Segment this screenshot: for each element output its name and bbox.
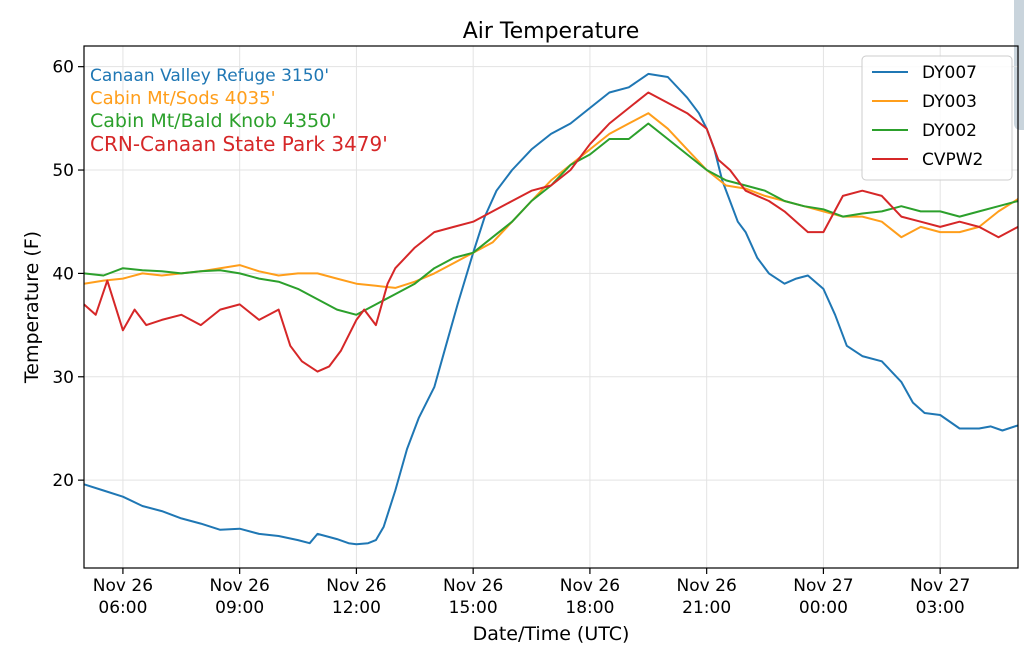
annotation-bald-knob: Cabin Mt/Bald Knob 4350' xyxy=(90,110,336,132)
x-tick-label-date-4: Nov 26 xyxy=(560,576,620,596)
x-tick-label-time-0: 06:00 xyxy=(98,598,147,618)
x-tick-label-date-7: Nov 27 xyxy=(910,576,970,596)
series-lines xyxy=(83,72,1019,546)
station-annotations: Canaan Valley Refuge 3150' Cabin Mt/Sods… xyxy=(90,66,388,156)
annotation-canaan-valley: Canaan Valley Refuge 3150' xyxy=(90,66,329,86)
legend-label-dy002: DY002 xyxy=(922,121,977,141)
x-tick-label-time-6: 00:00 xyxy=(799,598,848,618)
x-tick-label-time-5: 21:00 xyxy=(682,598,731,618)
y-tick-label-30: 30 xyxy=(52,368,74,388)
legend-label-dy003: DY003 xyxy=(922,92,977,112)
y-axis-ticks: 20 30 40 50 60 xyxy=(52,58,84,491)
x-tick-label-date-3: Nov 26 xyxy=(443,576,503,596)
x-axis-label: Date/Time (UTC) xyxy=(473,623,630,645)
series-line-dy003 xyxy=(83,112,1019,289)
series-line-dy007 xyxy=(83,72,1019,546)
y-tick-label-60: 60 xyxy=(52,58,74,78)
x-tick-label-date-1: Nov 26 xyxy=(210,576,270,596)
x-tick-label-time-7: 03:00 xyxy=(916,598,965,618)
annotation-cabin-sods: Cabin Mt/Sods 4035' xyxy=(90,88,276,109)
y-tick-label-50: 50 xyxy=(52,161,74,181)
legend-box xyxy=(861,55,1013,181)
legend: DY007 DY003 DY002 CVPW2 xyxy=(861,55,1013,181)
x-tick-label-time-3: 15:00 xyxy=(449,598,498,618)
x-tick-label-time-1: 09:00 xyxy=(215,598,264,618)
x-tick-label-time-4: 18:00 xyxy=(565,598,614,618)
legend-label-cvpw2: CVPW2 xyxy=(922,150,983,170)
x-tick-label-date-6: Nov 27 xyxy=(793,576,853,596)
plot-frame xyxy=(83,45,1019,569)
side-panel-tab xyxy=(1014,0,1024,130)
y-tick-label-20: 20 xyxy=(52,471,74,491)
x-tick-label-date-0: Nov 26 xyxy=(93,576,153,596)
series-line-cvpw2 xyxy=(83,91,1019,373)
legend-label-dy007: DY007 xyxy=(922,63,977,83)
x-tick-label-date-2: Nov 26 xyxy=(326,576,386,596)
y-axis-label: Temperature (F) xyxy=(21,231,43,384)
x-tick-label-date-5: Nov 26 xyxy=(677,576,737,596)
chart-title: Air Temperature xyxy=(463,19,640,44)
annotation-crn-canaan: CRN-Canaan State Park 3479' xyxy=(90,132,388,156)
y-tick-label-40: 40 xyxy=(52,264,74,284)
x-tick-label-time-2: 12:00 xyxy=(332,598,381,618)
